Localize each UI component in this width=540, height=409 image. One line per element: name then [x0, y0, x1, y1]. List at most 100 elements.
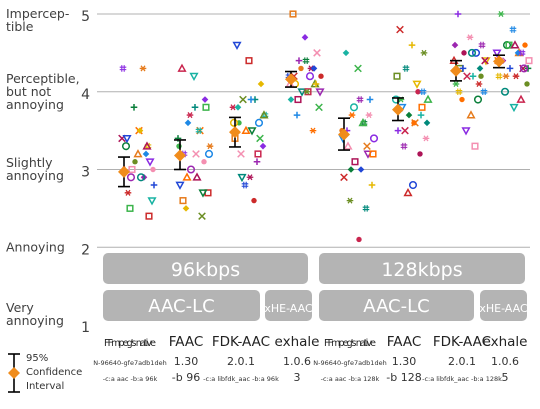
score-marker [287, 96, 295, 103]
encoder-version: N-96640-gfe7adb1deh [93, 359, 166, 367]
encoder-setting: 3 [294, 371, 301, 384]
score-marker [237, 150, 245, 158]
score-marker [393, 72, 401, 80]
encoder-scores-4 [338, 49, 379, 243]
score-marker [298, 65, 304, 72]
score-marker [415, 89, 421, 95]
score-marker [369, 134, 379, 143]
score-marker [466, 34, 474, 41]
score-marker [403, 187, 413, 197]
score-marker [510, 40, 520, 49]
score-marker [417, 111, 425, 119]
mean-marker [285, 73, 297, 86]
score-marker [239, 95, 247, 104]
score-marker [408, 41, 416, 49]
score-marker [126, 173, 136, 182]
score-marker [408, 181, 418, 190]
score-marker [182, 205, 190, 212]
encoder-setting: 5 [502, 371, 509, 384]
mean-marker [493, 55, 505, 68]
score-marker [516, 94, 526, 103]
score-marker [189, 72, 199, 82]
score-marker [519, 64, 529, 73]
score-marker [509, 26, 517, 33]
score-marker [471, 142, 479, 150]
score-marker [366, 96, 374, 103]
score-marker [133, 149, 143, 158]
score-marker [525, 57, 533, 65]
score-marker [400, 142, 408, 150]
bitrate-box [103, 253, 308, 284]
score-marker [309, 127, 317, 134]
score-marker [455, 88, 463, 96]
score-marker [348, 112, 356, 119]
score-marker [315, 88, 325, 97]
score-marker [198, 212, 206, 220]
score-marker [473, 95, 483, 104]
score-marker [124, 189, 132, 196]
score-marker [128, 165, 136, 174]
score-marker [509, 103, 519, 113]
score-marker [241, 125, 251, 135]
score-marker [492, 49, 502, 58]
score-marker [312, 80, 320, 88]
encoder-version: 1.30 [392, 355, 417, 368]
score-marker [396, 25, 404, 34]
encoder-version: N-96640-gfe7adb1deh [313, 359, 386, 367]
score-marker [318, 73, 324, 79]
score-marker [467, 48, 477, 57]
score-marker [122, 135, 132, 144]
score-marker [313, 49, 321, 57]
score-marker [198, 189, 208, 198]
encoder-scores-7 [492, 10, 533, 113]
y-tick-label: 1 [81, 320, 90, 336]
score-marker [177, 63, 187, 72]
score-marker [356, 96, 364, 103]
encoder-version: 1.30 [174, 355, 199, 368]
score-marker [145, 158, 155, 167]
score-marker [310, 65, 318, 72]
score-marker [346, 197, 354, 204]
score-marker [505, 41, 513, 49]
score-marker [237, 173, 247, 183]
score-marker [179, 197, 187, 205]
score-marker [126, 204, 134, 212]
score-marker [495, 72, 503, 80]
score-marker [518, 49, 526, 57]
score-marker [342, 49, 350, 57]
score-marker [347, 166, 355, 173]
score-marker [303, 88, 311, 95]
y-tick-label: 5 [81, 9, 90, 25]
y-tick-label: 2 [81, 242, 90, 258]
score-marker [401, 126, 409, 135]
score-marker [368, 181, 376, 189]
score-marker [476, 65, 484, 72]
score-marker [480, 88, 488, 96]
score-marker [192, 150, 200, 158]
codec-box [319, 290, 474, 321]
encoder-scores-2 [229, 41, 269, 204]
score-marker [251, 197, 257, 204]
score-marker [259, 142, 267, 150]
encoder-name: FAAC [169, 334, 204, 350]
score-marker [418, 103, 426, 111]
y-tick-label: 4 [81, 87, 90, 103]
score-marker [142, 141, 152, 150]
encoder-scores-0 [118, 65, 158, 220]
mean-marker [392, 103, 404, 116]
score-marker [363, 142, 371, 151]
score-marker [423, 119, 431, 127]
rating-label: annoying [6, 97, 64, 112]
codec-label: AAC-LC [363, 296, 429, 317]
score-marker [420, 49, 428, 56]
mean-marker [118, 165, 130, 178]
score-marker [192, 172, 202, 181]
score-marker [351, 158, 359, 166]
score-marker [423, 94, 433, 103]
score-marker [139, 65, 147, 72]
score-marker [142, 150, 150, 158]
score-marker [186, 112, 194, 119]
score-marker [422, 135, 430, 142]
score-marker [147, 197, 157, 206]
